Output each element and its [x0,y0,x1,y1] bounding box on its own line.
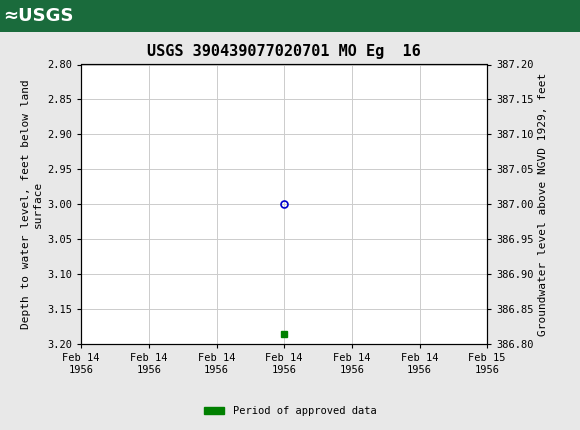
Legend: Period of approved data: Period of approved data [200,402,380,421]
Y-axis label: Groundwater level above NGVD 1929, feet: Groundwater level above NGVD 1929, feet [538,73,548,336]
Text: ≈USGS: ≈USGS [3,7,74,25]
Title: USGS 390439077020701 MO Eg  16: USGS 390439077020701 MO Eg 16 [147,44,421,59]
Y-axis label: Depth to water level, feet below land
surface: Depth to water level, feet below land su… [21,80,43,329]
